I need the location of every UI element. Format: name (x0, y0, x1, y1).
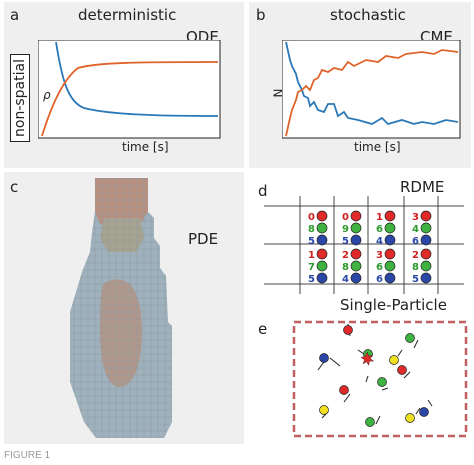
rdme-species-dot (350, 248, 362, 260)
cme-blue-curve (285, 41, 459, 126)
rdme-species-dot (384, 248, 396, 260)
rdme-count: 4 (342, 274, 349, 285)
rdme-count: 5 (308, 236, 315, 247)
rdme-count: 6 (412, 236, 419, 247)
collision-star (360, 351, 375, 366)
rdme-species-dot (420, 248, 432, 260)
panel-a-title: deterministic (78, 6, 177, 24)
rdme-count: 3 (376, 250, 383, 261)
particle-green (377, 377, 387, 387)
particle-red (343, 325, 353, 335)
rdme-count: 8 (342, 262, 349, 273)
rdme-count: 8 (412, 262, 419, 273)
rdme-species-dot (350, 222, 362, 234)
panel-e-model: Single-Particle (340, 296, 447, 314)
panel-c-letter: c (10, 178, 19, 196)
rdme-species-dot (420, 260, 432, 272)
panel-a-ylabel: ρ (43, 88, 51, 102)
rdme-species-dot (350, 210, 362, 222)
panel-e-letter: e (258, 320, 268, 338)
rdme-count: 6 (376, 274, 383, 285)
rdme-count: 6 (376, 262, 383, 273)
panel-b-ylabel: N (271, 88, 286, 98)
rdme-count: 0 (342, 212, 349, 223)
particle-navy (319, 353, 329, 363)
rdme-count: 3 (412, 212, 419, 223)
rdme-count: 7 (308, 262, 315, 273)
rdme-species-dot (420, 210, 432, 222)
panel-b-title: stochastic (330, 6, 406, 24)
rdme-grid: 0 0 1 38 9 6 45 5 4 61 2 3 27 8 6 85 4 6 5 (264, 196, 464, 294)
rdme-species-dot (316, 248, 328, 260)
particle-navy (419, 407, 429, 417)
figure-caption: FIGURE 1 (4, 450, 51, 461)
panel-a-xlabel: time [s] (122, 140, 169, 154)
panel-d-letter: d (258, 182, 268, 200)
rdme-species-dot (420, 222, 432, 234)
particle-yellow (319, 405, 329, 415)
rdme-count: 4 (376, 236, 383, 247)
rdme-count: 1 (376, 212, 383, 223)
rdme-count: 5 (412, 274, 419, 285)
panel-d-model: RDME (400, 178, 445, 196)
rdme-count: 8 (308, 224, 315, 235)
rdme-count: 5 (308, 274, 315, 285)
particle-yellow (405, 413, 415, 423)
cme-orange-curve (285, 49, 459, 137)
ode-blue-curve (55, 41, 219, 117)
single-particle-box (292, 320, 468, 438)
rdme-species-dot (420, 234, 432, 246)
particle-red (339, 385, 349, 395)
panel-c-model: PDE (188, 230, 219, 248)
rdme-count: 6 (376, 224, 383, 235)
cme-plot (282, 40, 461, 139)
rdme-count: 9 (342, 224, 349, 235)
rdme-species-dot (350, 234, 362, 246)
particle-green (405, 333, 415, 343)
rdme-species-dot (316, 234, 328, 246)
rdme-species-dot (420, 272, 432, 284)
panel-b-letter: b (256, 6, 266, 24)
panel-a-letter: a (10, 6, 20, 24)
rdme-species-dot (316, 260, 328, 272)
rdme-species-dot (316, 210, 328, 222)
rdme-species-dot (384, 272, 396, 284)
rdme-species-dot (384, 260, 396, 272)
rdme-count: 4 (412, 224, 419, 235)
particle-green (365, 417, 375, 427)
rdme-count: 0 (308, 212, 315, 223)
ode-orange-curve (41, 61, 219, 137)
rdme-count: 2 (412, 250, 419, 261)
rdme-species-dot (350, 260, 362, 272)
ode-plot (38, 40, 221, 139)
rdme-species-dot (316, 222, 328, 234)
rdme-species-dot (350, 272, 362, 284)
rdme-species-dot (384, 222, 396, 234)
rdme-count: 1 (308, 250, 315, 261)
particle-yellow (389, 355, 399, 365)
rdme-count: 5 (342, 236, 349, 247)
rdme-species-dot (384, 234, 396, 246)
particle-red (397, 365, 407, 375)
rdme-species-dot (316, 272, 328, 284)
rdme-species-dot (384, 210, 396, 222)
panel-b-xlabel: time [s] (354, 140, 401, 154)
rdme-count: 2 (342, 250, 349, 261)
row-label-non-spatial: non-spatial (9, 54, 30, 142)
pde-mesh (70, 178, 172, 438)
